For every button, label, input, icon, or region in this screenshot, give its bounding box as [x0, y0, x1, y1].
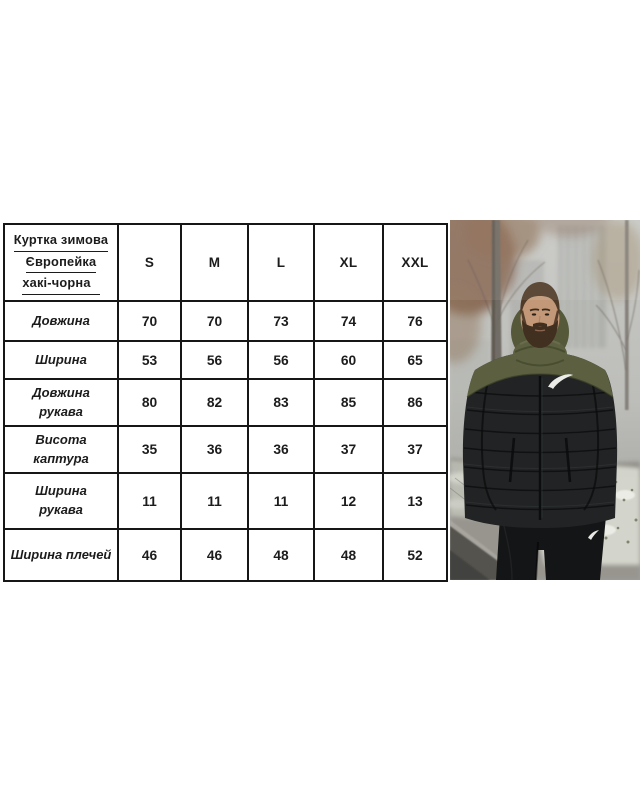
nike-swoosh-icon	[548, 374, 573, 389]
row-label: Довжина рукава	[3, 378, 119, 427]
size-value-cell: 70	[180, 300, 249, 342]
photo-illustration	[450, 220, 640, 580]
stone-curb	[450, 477, 511, 580]
product-title-line: Куртка зимова	[13, 230, 109, 252]
size-value-cell: 48	[313, 528, 384, 582]
size-value-cell: 46	[117, 528, 182, 582]
size-value-cell: 46	[180, 528, 249, 582]
row-label: Ширина рукава	[3, 472, 119, 530]
row-label: Висота каптура	[3, 425, 119, 474]
beard	[522, 320, 558, 348]
size-value-cell: 11	[247, 472, 315, 530]
head	[520, 282, 560, 348]
size-value-cell: 37	[313, 425, 384, 474]
product-title-line: хакі-чорна	[22, 273, 100, 296]
size-col-header-s: S	[117, 223, 182, 302]
size-value-cell: 35	[117, 425, 182, 474]
row-label: Ширина плечей	[3, 528, 119, 582]
table-row-width: Ширина 53 56 56 60 65	[3, 340, 448, 380]
size-value-cell: 76	[382, 300, 448, 342]
product-title-cell: Куртка зимова Європейка хакі-чорна	[3, 223, 119, 302]
product-title: Куртка зимова Європейка хакі-чорна	[6, 230, 116, 296]
nike-swoosh-icon	[588, 530, 599, 540]
fog-overlay	[450, 220, 640, 300]
size-value-cell: 86	[382, 378, 448, 427]
size-value-cell: 70	[117, 300, 182, 342]
size-value-cell: 13	[382, 472, 448, 530]
size-value-cell: 53	[117, 340, 182, 380]
size-value-cell: 11	[180, 472, 249, 530]
table-row-sleeve-width: Ширина рукава 11 11 11 12 13	[3, 472, 448, 530]
arm-creases	[480, 379, 600, 511]
size-value-cell: 56	[180, 340, 249, 380]
size-value-cell: 56	[247, 340, 315, 380]
size-col-header-m: M	[180, 223, 249, 302]
product-photo	[450, 220, 640, 580]
size-col-header-xxl: XXL	[382, 223, 448, 302]
size-col-header-l: L	[247, 223, 315, 302]
size-value-cell: 65	[382, 340, 448, 380]
size-value-cell: 37	[382, 425, 448, 474]
size-value-cell: 74	[313, 300, 384, 342]
size-col-header-xl: XL	[313, 223, 384, 302]
table-row-length: Довжина 70 70 73 74 76	[3, 300, 448, 342]
man-figure	[462, 282, 618, 580]
size-value-cell: 36	[180, 425, 249, 474]
size-chart-table: Куртка зимова Європейка хакі-чорна S M L…	[3, 223, 448, 582]
size-value-cell: 12	[313, 472, 384, 530]
size-value-cell: 82	[180, 378, 249, 427]
tree-branches	[467, 239, 640, 371]
jacket-khaki-yoke	[466, 352, 614, 398]
size-value-cell: 52	[382, 528, 448, 582]
size-value-cell: 83	[247, 378, 315, 427]
size-value-cell: 36	[247, 425, 315, 474]
row-label: Ширина	[3, 340, 119, 380]
table-row-hood-height: Висота каптура 35 36 36 37 37	[3, 425, 448, 474]
size-value-cell: 80	[117, 378, 182, 427]
header-row: Куртка зимова Європейка хакі-чорна S M L…	[3, 223, 448, 302]
size-value-cell: 60	[313, 340, 384, 380]
size-value-cell: 11	[117, 472, 182, 530]
size-value-cell: 85	[313, 378, 384, 427]
row-label: Довжина	[3, 300, 119, 342]
pants	[496, 516, 606, 580]
product-title-line: Європейка	[25, 252, 97, 274]
size-value-cell: 73	[247, 300, 315, 342]
size-value-cell: 48	[247, 528, 315, 582]
hair	[520, 282, 560, 315]
table-row-sleeve-length: Довжина рукава 80 82 83 85 86	[3, 378, 448, 427]
table-row-shoulder-width: Ширина плечей 46 46 48 48 52	[3, 528, 448, 582]
